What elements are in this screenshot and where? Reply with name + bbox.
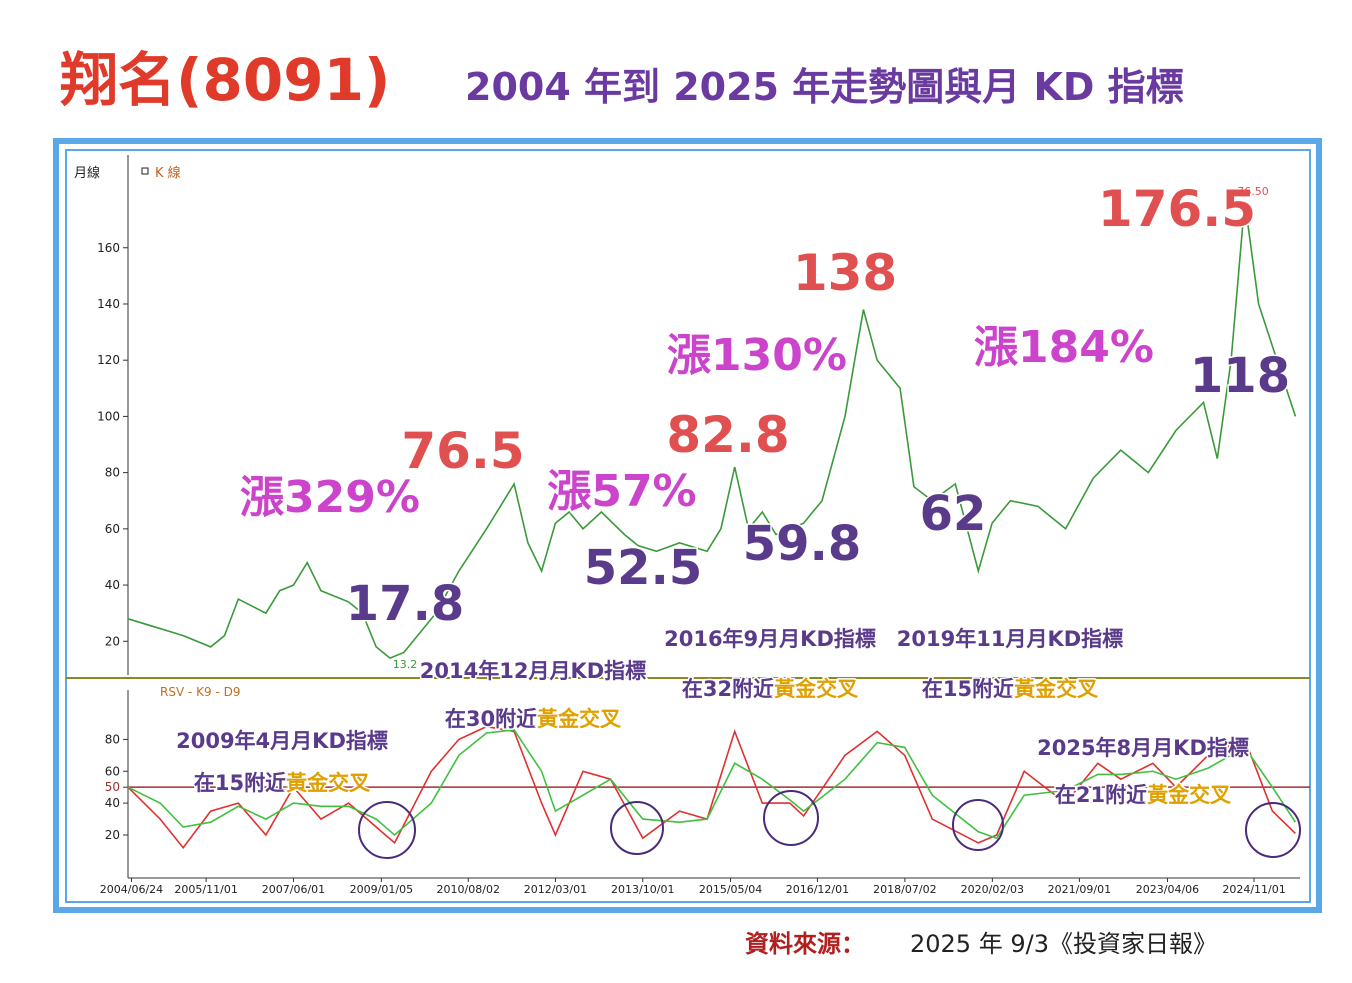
x-tick-label: 2018/07/02 [873, 883, 936, 896]
inner-frame [65, 149, 1311, 903]
series-line [127, 728, 1297, 840]
note-detail: 在15附近黃金交叉 [922, 677, 1099, 701]
highlight-circle [610, 801, 664, 855]
annotation: 漲57% [547, 466, 696, 517]
annotation: 52.5 [584, 540, 702, 596]
note-cross: 黃金交叉 [1147, 783, 1232, 807]
series-line [127, 201, 1297, 660]
note-near: 在15附近 [922, 677, 1014, 701]
kd-label: RSV - K9 - D9 [160, 685, 240, 699]
y-tick-label: 80 [105, 466, 120, 480]
x-tick-label: 2007/06/01 [262, 883, 325, 896]
x-tick-label: 2021/09/01 [1048, 883, 1111, 896]
y-tick-label: 120 [97, 353, 120, 367]
annotation: 118 [1190, 348, 1290, 404]
y-tick-label: 60 [105, 764, 120, 778]
note-title: 2016年9月月KD指標 [664, 627, 876, 651]
small-label: 76.50 [1237, 185, 1269, 198]
legend-symbol [141, 167, 149, 175]
annotation: 漲329% [240, 472, 420, 523]
y-tick-label: 80 [105, 732, 120, 746]
annotation: 62 [920, 486, 987, 542]
x-tick-label: 2009/01/05 [350, 883, 413, 896]
note-title: 2014年12月月KD指標 [420, 659, 646, 683]
x-tick-label: 2020/02/03 [961, 883, 1024, 896]
y-tick-label: 20 [105, 828, 120, 842]
note-detail: 在32附近黃金交叉 [682, 677, 859, 701]
note-cross: 黃金交叉 [774, 677, 859, 701]
note-title: 2019年11月月KD指標 [897, 627, 1123, 651]
annotation: 漲184% [974, 322, 1154, 373]
y-tick-label: 50 [105, 780, 120, 794]
annotation: 82.8 [666, 406, 789, 464]
title-sub: 2004 年到 2025 年走勢圖與月 KD 指標 [465, 65, 1184, 109]
highlight-circle [952, 799, 1004, 851]
annotation: 176.5 [1098, 180, 1256, 238]
note-near: 在30附近 [445, 707, 537, 731]
x-tick-label: 2004/06/24 [100, 883, 163, 896]
x-tick-label: 2015/05/04 [699, 883, 762, 896]
note-detail: 在21附近黃金交叉 [1055, 783, 1232, 807]
source-label: 資料來源： [745, 930, 865, 958]
x-tick-label: 2013/10/01 [611, 883, 674, 896]
highlight-circle [358, 801, 416, 859]
series-line [127, 725, 1296, 850]
note-title: 2025年8月月KD指標 [1037, 736, 1249, 760]
annotation: 漲130% [667, 330, 847, 381]
y-tick-label: 60 [105, 522, 120, 536]
annotation: 17.8 [346, 576, 464, 632]
small-label: 13.2 [393, 658, 418, 671]
note-cross: 黃金交叉 [1014, 677, 1099, 701]
x-tick-label: 2005/11/01 [174, 883, 237, 896]
title-main: 翔名(8091) [60, 46, 390, 114]
note-detail: 在15附近黃金交叉 [194, 771, 371, 795]
highlight-circle [763, 790, 819, 846]
y-tick-label: 100 [97, 409, 120, 423]
annotation: 138 [793, 244, 897, 302]
frame [53, 138, 1322, 913]
note-cross: 黃金交叉 [537, 707, 622, 731]
note-title: 2009年4月月KD指標 [176, 729, 388, 753]
note-near: 在15附近 [194, 771, 286, 795]
x-tick-label: 2010/08/02 [437, 883, 500, 896]
legend-entry: K 線 [155, 165, 181, 181]
annotation: 59.8 [743, 516, 861, 572]
x-tick-label: 2012/03/01 [524, 883, 587, 896]
x-tick-label: 2024/11/01 [1222, 883, 1285, 896]
period-label: 月線 [74, 165, 100, 181]
y-tick-label: 40 [105, 796, 120, 810]
source-text: 2025 年 9/3《投資家日報》 [910, 930, 1217, 958]
note-near: 在32附近 [682, 677, 774, 701]
highlight-circle [1245, 802, 1301, 858]
x-tick-label: 2023/04/06 [1136, 883, 1199, 896]
y-tick-label: 140 [97, 297, 120, 311]
y-tick-label: 20 [105, 634, 120, 648]
y-tick-label: 40 [105, 578, 120, 592]
y-tick-label: 160 [97, 241, 120, 255]
note-near: 在21附近 [1055, 783, 1147, 807]
note-cross: 黃金交叉 [286, 771, 371, 795]
annotation: 76.5 [401, 422, 524, 480]
x-tick-label: 2016/12/01 [786, 883, 849, 896]
note-detail: 在30附近黃金交叉 [445, 707, 622, 731]
